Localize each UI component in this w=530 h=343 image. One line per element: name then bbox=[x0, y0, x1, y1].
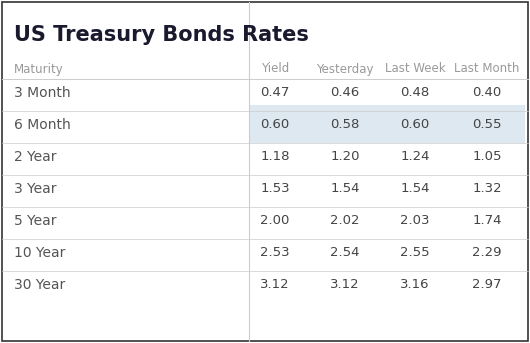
Text: 2 Year: 2 Year bbox=[14, 150, 57, 164]
Text: 1.74: 1.74 bbox=[472, 214, 502, 227]
Text: 0.47: 0.47 bbox=[260, 86, 290, 99]
Text: Yesterday: Yesterday bbox=[316, 62, 374, 75]
Text: 1.18: 1.18 bbox=[260, 151, 290, 164]
Text: 2.53: 2.53 bbox=[260, 247, 290, 260]
Text: 3.16: 3.16 bbox=[400, 279, 430, 292]
Text: 2.02: 2.02 bbox=[330, 214, 360, 227]
Text: 2.03: 2.03 bbox=[400, 214, 430, 227]
Text: US Treasury Bonds Rates: US Treasury Bonds Rates bbox=[14, 25, 309, 45]
Text: 1.54: 1.54 bbox=[330, 182, 360, 196]
Text: 0.60: 0.60 bbox=[400, 118, 430, 131]
Text: Yield: Yield bbox=[261, 62, 289, 75]
Text: 30 Year: 30 Year bbox=[14, 278, 65, 292]
Text: 1.05: 1.05 bbox=[472, 151, 502, 164]
Text: 0.48: 0.48 bbox=[400, 86, 430, 99]
Text: 3.12: 3.12 bbox=[330, 279, 360, 292]
Text: 3 Year: 3 Year bbox=[14, 182, 57, 196]
Text: 1.53: 1.53 bbox=[260, 182, 290, 196]
Text: 1.54: 1.54 bbox=[400, 182, 430, 196]
Text: 0.58: 0.58 bbox=[330, 118, 360, 131]
Text: 1.32: 1.32 bbox=[472, 182, 502, 196]
Text: Last Week: Last Week bbox=[385, 62, 445, 75]
Text: 3.12: 3.12 bbox=[260, 279, 290, 292]
Text: 2.54: 2.54 bbox=[330, 247, 360, 260]
Text: 1.24: 1.24 bbox=[400, 151, 430, 164]
Text: 2.55: 2.55 bbox=[400, 247, 430, 260]
Text: 5 Year: 5 Year bbox=[14, 214, 57, 228]
Text: 3 Month: 3 Month bbox=[14, 86, 70, 100]
Text: Maturity: Maturity bbox=[14, 62, 64, 75]
Text: 2.29: 2.29 bbox=[472, 247, 502, 260]
Text: 0.40: 0.40 bbox=[472, 86, 501, 99]
Text: 2.97: 2.97 bbox=[472, 279, 502, 292]
Text: 0.46: 0.46 bbox=[330, 86, 360, 99]
Text: 6 Month: 6 Month bbox=[14, 118, 70, 132]
Text: 1.20: 1.20 bbox=[330, 151, 360, 164]
Bar bbox=[250, 105, 525, 143]
Text: 10 Year: 10 Year bbox=[14, 246, 65, 260]
Text: Last Month: Last Month bbox=[454, 62, 520, 75]
Text: 2.00: 2.00 bbox=[260, 214, 290, 227]
Text: 0.60: 0.60 bbox=[260, 118, 289, 131]
Text: 0.55: 0.55 bbox=[472, 118, 502, 131]
